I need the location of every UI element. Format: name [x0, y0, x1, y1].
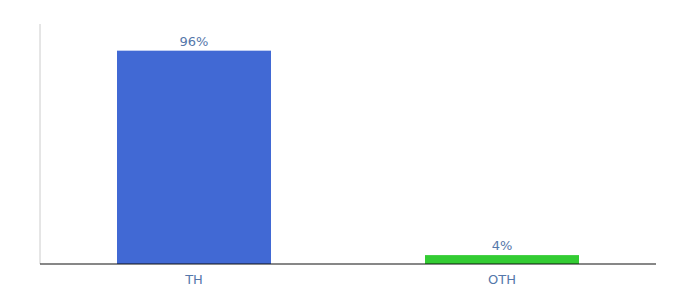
bar: [117, 51, 271, 264]
data-label: 96%: [180, 34, 209, 49]
bars: [117, 51, 579, 264]
y-axis-line: [40, 24, 41, 264]
chart-container: 96% 4% TH OTH: [0, 0, 680, 300]
x-ticks: TH OTH: [184, 272, 516, 287]
data-labels: 96% 4%: [180, 34, 513, 253]
chart-svg: 96% 4% TH OTH: [0, 0, 680, 300]
data-label: 4%: [492, 238, 513, 253]
bar: [425, 255, 579, 264]
x-axis-line: [40, 263, 656, 264]
x-tick-label: TH: [184, 272, 203, 287]
x-tick-label: OTH: [488, 272, 516, 287]
